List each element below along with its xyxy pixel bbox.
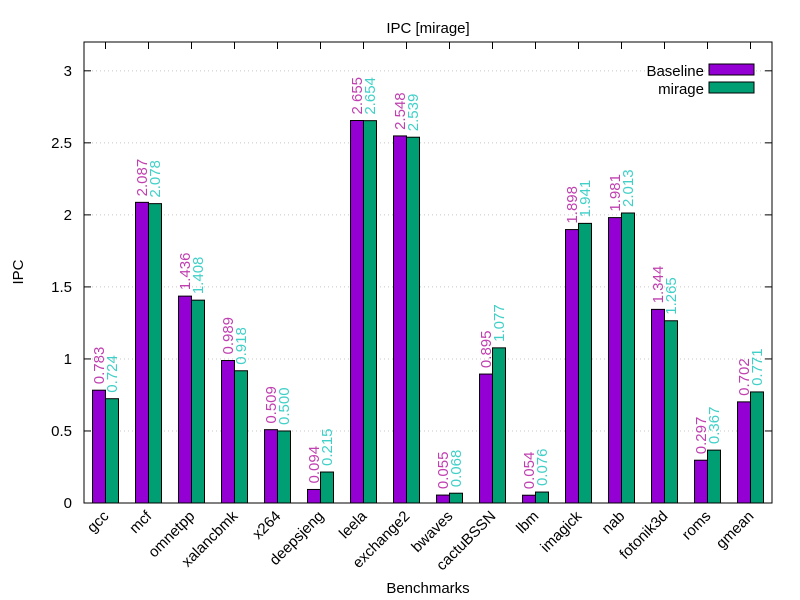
data-label-baseline: 0.702 <box>736 358 753 396</box>
bar-mirage <box>406 136 420 504</box>
x-tick-label: imagick <box>537 507 585 555</box>
y-tick-label: 1.5 <box>51 279 72 296</box>
bar-baseline <box>436 494 450 504</box>
y-tick-label: 0.5 <box>51 423 72 440</box>
data-label-baseline: 1.344 <box>650 266 667 304</box>
x-tick-label: nab <box>599 508 629 538</box>
bar-baseline <box>479 373 493 504</box>
x-axis-title: Benchmarks <box>386 580 469 597</box>
bar-baseline <box>350 120 364 504</box>
y-tick-label: 2 <box>64 207 72 224</box>
data-label-baseline: 1.436 <box>177 253 194 291</box>
data-label-mirage: 0.500 <box>276 387 293 425</box>
data-label-mirage: 2.078 <box>147 160 164 198</box>
bar-mirage <box>664 320 678 504</box>
data-label-mirage: 0.215 <box>319 428 336 466</box>
legend-label-mirage: mirage <box>658 81 704 98</box>
x-tick-label: gcc <box>84 507 113 536</box>
data-label-mirage: 1.265 <box>663 277 680 315</box>
data-label-mirage: 0.076 <box>534 449 551 487</box>
bar-baseline <box>92 389 106 504</box>
bar-mirage <box>535 491 549 504</box>
x-tick-label: mcf <box>126 507 156 537</box>
data-label-mirage: 1.941 <box>577 180 594 218</box>
x-tick-label: lbm <box>513 508 542 537</box>
bar-mirage <box>363 120 377 504</box>
grid-lines <box>84 70 772 432</box>
bar-baseline <box>651 308 665 504</box>
data-label-baseline: 0.989 <box>220 317 237 355</box>
data-label-mirage: 2.654 <box>362 77 379 115</box>
y-tick-label: 0 <box>64 495 72 512</box>
bar-mirage <box>492 347 506 504</box>
data-label-baseline: 0.895 <box>478 331 495 369</box>
bar-baseline <box>178 295 192 504</box>
bar-baseline <box>264 429 278 504</box>
data-label-mirage: 1.077 <box>491 304 508 342</box>
x-tick-label: leela <box>336 507 371 542</box>
bar-mirage <box>449 492 463 504</box>
y-tick-label: 3 <box>64 63 72 80</box>
bar-mirage <box>621 212 635 504</box>
bar-baseline <box>307 488 321 504</box>
plot-frame <box>83 41 773 504</box>
legend-swatch-baseline <box>708 63 755 76</box>
bar-baseline <box>565 229 579 504</box>
x-tick-label: gmean <box>713 508 757 552</box>
data-label-mirage: 0.367 <box>706 407 723 445</box>
data-label-baseline: 0.783 <box>91 347 108 385</box>
data-label-mirage: 2.013 <box>620 169 637 207</box>
legend-swatch-mirage <box>708 81 755 94</box>
data-label-baseline: 0.054 <box>521 452 538 490</box>
bar-mirage <box>234 370 248 504</box>
data-label-mirage: 0.724 <box>104 355 121 393</box>
bar-baseline <box>393 135 407 504</box>
data-label-mirage: 0.918 <box>233 327 250 365</box>
bar-mirage <box>148 203 162 504</box>
bar-mirage <box>750 391 764 504</box>
data-label-mirage: 1.408 <box>190 257 207 295</box>
data-label-baseline: 2.548 <box>392 92 409 130</box>
data-label-baseline: 1.898 <box>564 186 581 224</box>
bar-baseline <box>522 494 536 504</box>
bar-mirage <box>277 430 291 504</box>
bar-baseline <box>737 401 751 504</box>
bar-baseline <box>608 217 622 504</box>
data-label-baseline: 0.094 <box>306 446 323 484</box>
data-label-baseline: 0.297 <box>693 417 710 455</box>
data-label-baseline: 2.087 <box>134 159 151 197</box>
x-tick-label: roms <box>679 508 715 544</box>
y-tick-label: 1 <box>64 351 72 368</box>
x-tick-label: x264 <box>249 508 284 543</box>
data-label-baseline: 0.055 <box>435 452 452 490</box>
data-label-baseline: 0.509 <box>263 386 280 424</box>
bar-mirage <box>578 222 592 504</box>
data-label-baseline: 2.655 <box>349 77 366 115</box>
data-label-baseline: 1.981 <box>607 174 624 212</box>
chart-title: IPC [mirage] <box>386 20 469 37</box>
bar-baseline <box>221 360 235 504</box>
bar-baseline <box>694 459 708 504</box>
data-label-mirage: 0.771 <box>749 348 766 386</box>
bar-mirage <box>191 299 205 504</box>
y-axis-title: IPC <box>10 259 27 284</box>
legend-label-baseline: Baseline <box>646 63 704 80</box>
data-label-mirage: 2.539 <box>405 94 422 132</box>
bar-mirage <box>707 449 721 504</box>
legend: Baseline mirage <box>646 63 755 98</box>
bar-mirage <box>105 398 119 504</box>
data-label-mirage: 0.068 <box>448 450 465 488</box>
bar-baseline <box>135 201 149 504</box>
y-tick-label: 2.5 <box>51 135 72 152</box>
